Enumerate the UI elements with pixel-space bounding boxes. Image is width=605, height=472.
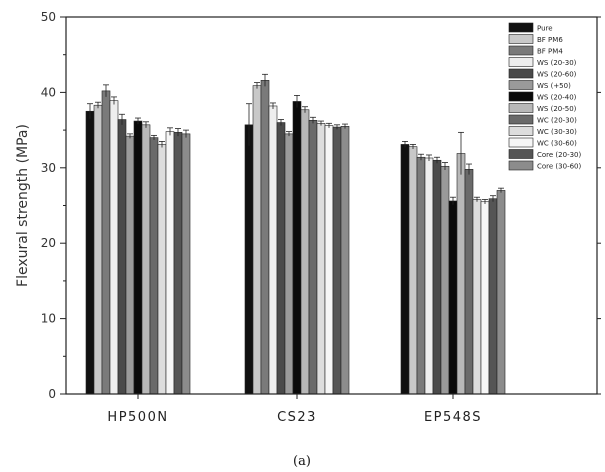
legend-label: BF PM4 [537, 48, 563, 56]
figure-caption: (a) [293, 454, 311, 469]
bar [416, 156, 426, 395]
bar [292, 101, 302, 395]
bar [181, 133, 191, 395]
bar [276, 122, 286, 395]
bar [448, 200, 458, 395]
legend-swatch [508, 45, 534, 56]
bar [173, 132, 183, 395]
legend-label: WC (30-30) [537, 128, 577, 136]
x-axis-category-labels: HP500N CS23 EP548S [107, 394, 482, 425]
bar [400, 144, 410, 395]
y-tick-label: 20 [41, 236, 56, 250]
bar-group [244, 73, 350, 395]
bar [496, 190, 506, 395]
legend-item: WS (20-50) [508, 103, 577, 113]
legend-swatch [508, 149, 534, 159]
legend-swatch [508, 126, 534, 136]
y-tick-label: 40 [41, 85, 56, 99]
legend-swatch [508, 57, 534, 67]
legend-item: WC (20-30) [508, 114, 577, 125]
bar [284, 133, 294, 395]
legend-swatch [508, 103, 534, 113]
plot-frame [65, 16, 598, 395]
y-axis-title: Flexural strength (MPa) [15, 124, 31, 287]
bar [268, 105, 278, 395]
bar [408, 146, 418, 395]
legend-label: WS (20-60) [537, 71, 577, 79]
bar [244, 124, 254, 395]
bar [440, 165, 450, 395]
legend-swatch [508, 34, 534, 44]
bar [300, 109, 310, 395]
legend-item: WC (30-30) [508, 126, 577, 136]
bar [464, 169, 474, 395]
bar [133, 120, 143, 395]
bar [149, 137, 159, 395]
y-tick-label: 30 [41, 161, 56, 175]
legend-label: WC (20-30) [537, 117, 577, 125]
legend-item: WC (30-60) [508, 137, 577, 148]
legend-label: WC (30-60) [537, 140, 577, 148]
legend-item: Core (30-60) [508, 160, 581, 171]
legend-swatch [508, 114, 534, 125]
legend-label: Core (30-60) [537, 163, 581, 171]
bar [316, 123, 326, 395]
bar-group [400, 131, 506, 395]
bar [432, 159, 442, 395]
legend-item: WS (20-30) [508, 57, 577, 67]
bar [308, 119, 318, 395]
bar [456, 153, 466, 395]
bar [165, 131, 175, 395]
bar-group [85, 84, 191, 395]
legend-item: WS (+50) [508, 80, 571, 90]
legend-swatch [508, 80, 534, 90]
bar [340, 126, 350, 395]
legend-item: WS (20-40) [508, 91, 577, 102]
x-category-label: HP500N [107, 410, 168, 425]
legend-swatch [508, 22, 534, 33]
legend-item: WS (20-60) [508, 68, 577, 79]
y-tick-label: 50 [41, 10, 56, 24]
y-tick-label: 0 [48, 387, 56, 401]
legend-label: WS (20-30) [537, 59, 577, 67]
bar [101, 90, 111, 395]
bar [488, 198, 498, 395]
bar-groups [85, 73, 506, 395]
bar [472, 199, 482, 395]
legend-swatch [508, 160, 534, 171]
legend-label: Pure [537, 25, 553, 33]
bar [480, 201, 490, 395]
legend-label: Core (20-30) [537, 151, 581, 159]
bar [85, 110, 95, 395]
x-category-label: EP548S [424, 410, 482, 425]
bar [424, 157, 434, 395]
bar [260, 80, 270, 395]
bar [252, 85, 262, 395]
bar [324, 125, 334, 395]
legend-item: BF PM6 [508, 34, 563, 44]
bar [109, 100, 119, 395]
legend-item: Pure [508, 22, 553, 33]
legend-swatch [508, 91, 534, 102]
bar [125, 135, 135, 395]
bar [141, 124, 151, 395]
legend: Pure BF PM6 BF PM4 WS (20-30) WS (20-60) WS (… [508, 22, 581, 171]
x-category-label: CS23 [277, 410, 317, 425]
y-tick-label: 10 [41, 312, 56, 326]
bar [93, 104, 103, 395]
bar [117, 119, 127, 395]
legend-label: WS (+50) [537, 82, 571, 90]
bar [332, 126, 342, 395]
legend-label: WS (20-50) [537, 105, 577, 113]
legend-item: Core (20-30) [508, 149, 581, 159]
bar [157, 144, 167, 395]
legend-label: BF PM6 [537, 36, 563, 44]
legend-swatch [508, 137, 534, 148]
legend-item: BF PM4 [508, 45, 563, 56]
legend-label: WS (20-40) [537, 94, 577, 102]
legend-swatch [508, 68, 534, 79]
